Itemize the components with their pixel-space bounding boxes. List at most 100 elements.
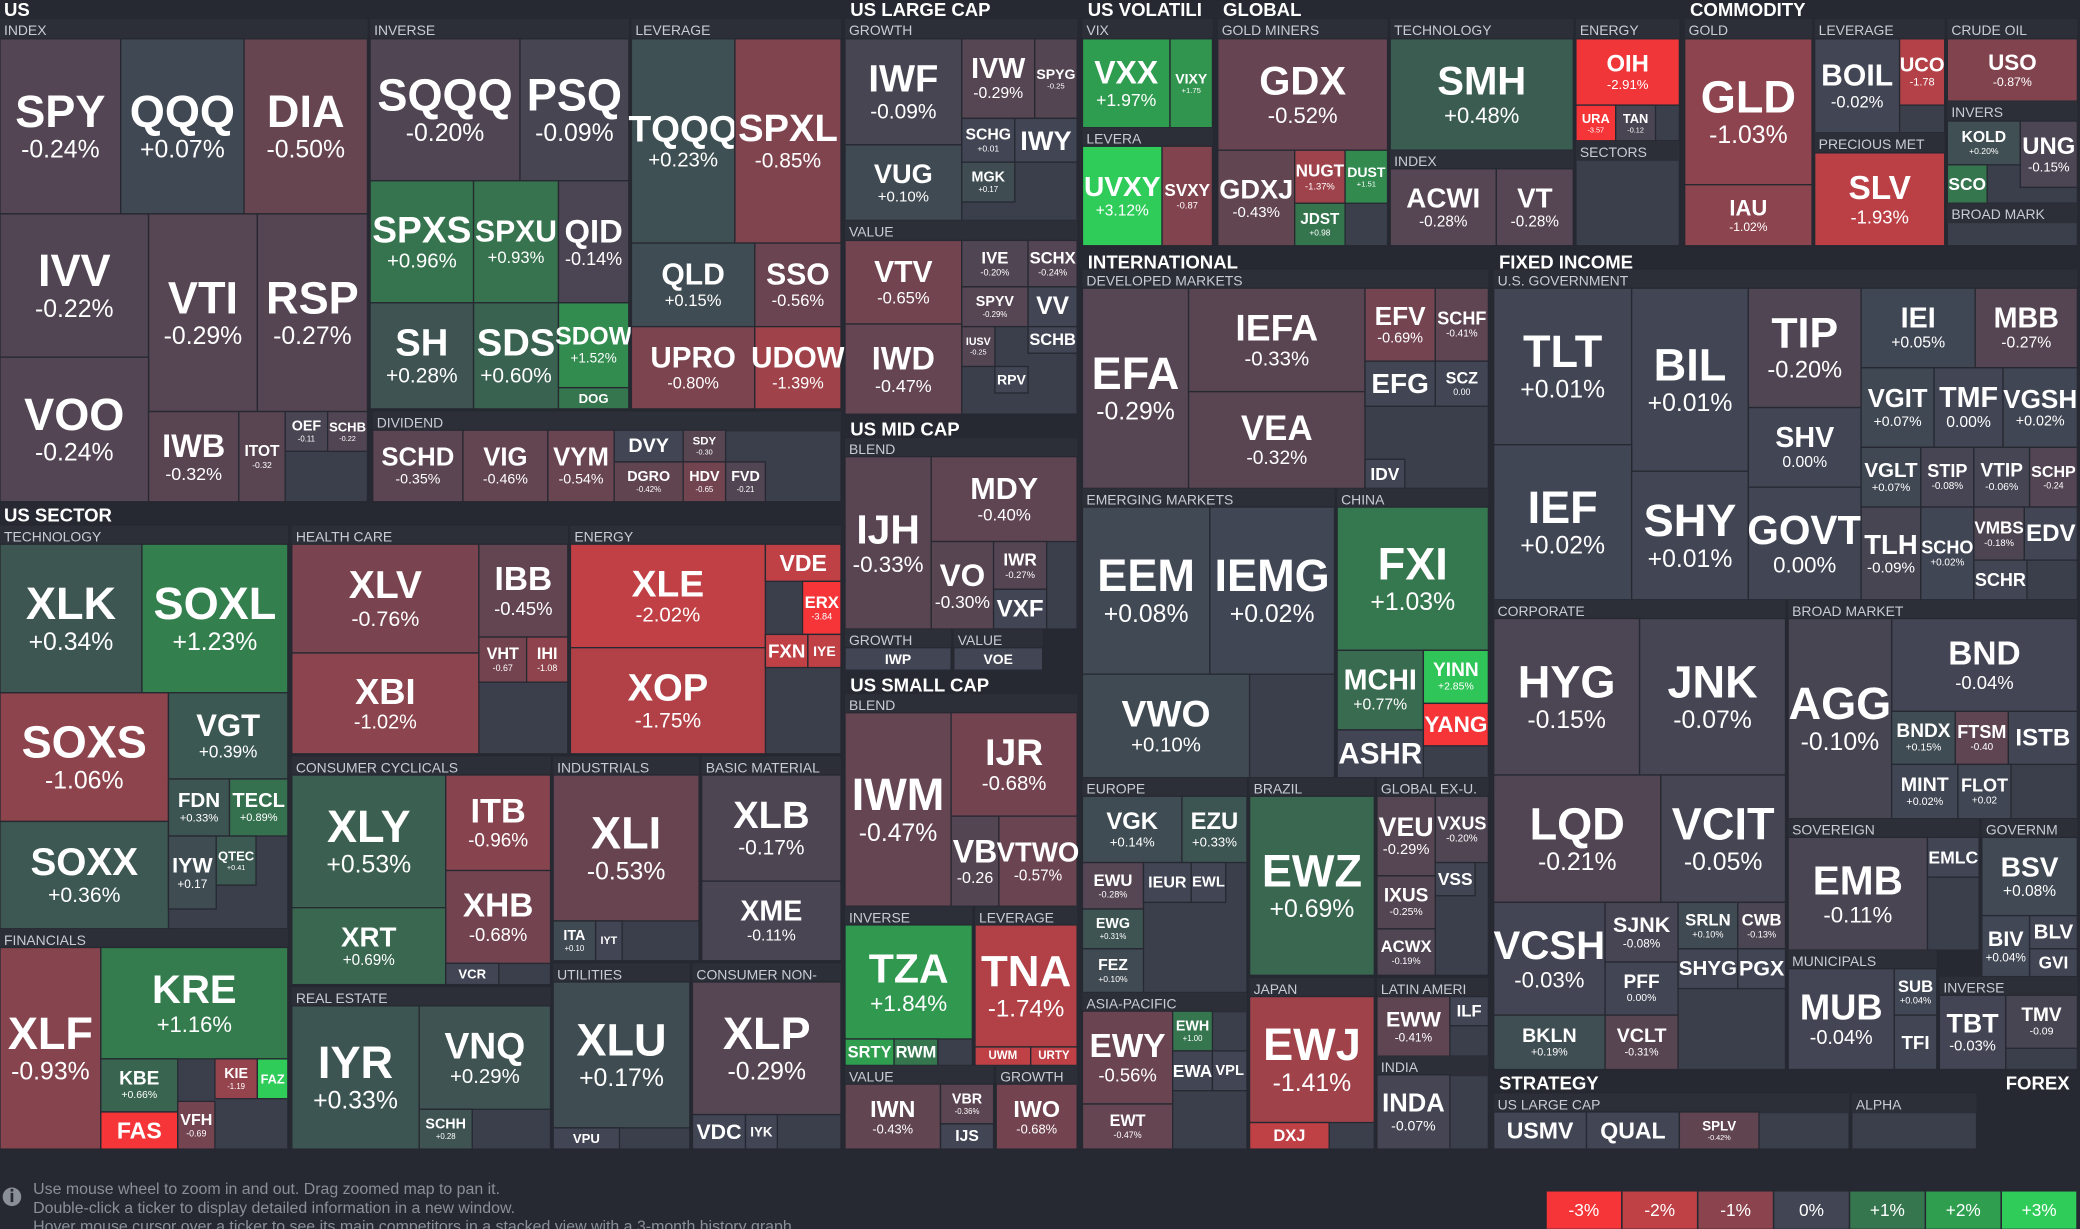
ticker-tile[interactable] [472,302,560,410]
ticker-tile[interactable] [961,325,996,368]
ticker-tile[interactable] [1081,38,1171,129]
ticker-tile[interactable] [2028,914,2079,950]
ticker-tile[interactable] [1364,360,1436,407]
ticker-tile[interactable] [120,38,245,215]
ticker-tile[interactable] [630,325,756,410]
ticker-tile[interactable] [552,774,700,922]
ticker-tile[interactable] [1860,446,1922,508]
ticker-tile[interactable] [844,1083,942,1150]
ticker-tile[interactable] [569,647,767,755]
ticker-tile[interactable] [1190,861,1227,904]
ticker-tile[interactable] [1684,184,1813,247]
ticker-tile[interactable] [2007,710,2079,766]
ticker-tile[interactable] [0,946,102,1150]
ticker-tile[interactable] [1389,168,1497,247]
ticker-tile[interactable] [939,1123,995,1150]
ticker-tile[interactable] [1187,390,1366,490]
ticker-tile[interactable] [754,325,842,410]
ticker-tile[interactable] [1893,968,1938,1016]
ticker-tile[interactable] [844,647,952,671]
ticker-tile[interactable] [1747,406,1862,488]
ticker-tile[interactable] [100,1058,179,1113]
ticker-tile[interactable] [1973,506,2025,561]
ticker-tile[interactable] [682,461,727,503]
ticker-tile[interactable] [1376,928,1436,976]
ticker-tile[interactable] [691,1113,747,1150]
ticker-tile[interactable] [1434,861,1476,897]
ticker-tile[interactable] [1376,875,1436,930]
ticker-tile[interactable] [1434,795,1490,864]
ticker-tile[interactable] [1336,506,1490,651]
ticker-tile[interactable] [100,946,289,1060]
ticker-tile[interactable] [569,543,767,649]
ticker-tile[interactable] [995,1083,1078,1150]
ticker-tile[interactable] [478,543,569,638]
ticker-tile[interactable] [228,778,289,837]
ticker-tile[interactable] [1014,117,1078,163]
ticker-tile[interactable] [1209,506,1336,675]
ticker-tile[interactable] [1376,795,1436,877]
ticker-tile[interactable] [0,356,150,503]
ticker-tile[interactable] [1946,38,2079,102]
ticker-tile[interactable] [1171,1010,1214,1052]
ticker-tile[interactable] [1493,1014,1606,1071]
ticker-tile[interactable] [1434,360,1490,407]
ticker-tile[interactable] [961,286,1029,328]
ticker-tile[interactable] [1973,559,2028,601]
ticker-tile[interactable] [754,242,842,328]
ticker-tile[interactable] [1364,458,1406,490]
ticker-tile[interactable] [243,38,369,215]
ticker-tile[interactable] [0,543,143,694]
ticker-tile[interactable] [1737,948,1787,990]
ticker-tile[interactable] [1248,995,1375,1124]
ticker-tile[interactable] [369,38,521,182]
ticker-tile[interactable] [734,38,842,244]
ticker-tile[interactable] [724,461,767,503]
ticker-tile[interactable] [418,1108,473,1150]
ticker-tile[interactable] [1957,763,2012,820]
ticker-tile[interactable] [1814,38,1901,134]
ticker-tile[interactable] [930,455,1078,543]
ticker-tile[interactable] [1449,995,1490,1027]
ticker-tile[interactable] [557,302,630,389]
ticker-tile[interactable] [1217,38,1389,151]
ticker-tile[interactable] [256,213,369,413]
ticker-tile[interactable] [418,1005,552,1110]
ticker-tile[interactable] [1787,617,1893,820]
ticker-tile[interactable] [961,38,1036,120]
ticker-tile[interactable] [1027,239,1078,288]
ticker-tile[interactable] [472,180,560,304]
ticker-tile[interactable] [950,712,1078,817]
ticker-tile[interactable] [1336,729,1425,779]
ticker-tile[interactable] [1585,1111,1681,1150]
ticker-tile[interactable] [2023,506,2079,561]
ticker-tile[interactable] [1677,901,1739,950]
ticker-tile[interactable] [1604,901,1679,963]
ticker-tile[interactable] [1493,617,1641,776]
ticker-tile[interactable] [1974,287,2079,369]
ticker-tile[interactable] [1493,444,1633,601]
ticker-tile[interactable] [807,633,842,669]
ticker-tile[interactable] [1211,1050,1248,1092]
ticker-tile[interactable] [1973,446,2031,508]
ticker-tile[interactable] [844,323,963,415]
ticker-tile[interactable] [844,144,963,222]
ticker-tile[interactable] [1493,1111,1588,1150]
ticker-tile[interactable] [1684,38,1813,186]
ticker-tile[interactable] [547,429,615,503]
ticker-tile[interactable] [630,38,736,244]
ticker-tile[interactable] [1814,152,1946,247]
ticker-tile[interactable] [1660,774,1787,904]
ticker-tile[interactable] [691,981,842,1116]
ticker-tile[interactable] [998,815,1078,907]
ticker-tile[interactable] [284,410,329,452]
ticker-tile[interactable] [1364,287,1436,362]
ticker-tile[interactable] [974,924,1078,1048]
ticker-tile[interactable] [1248,795,1375,976]
ticker-tile[interactable] [1081,673,1251,779]
ticker-tile[interactable] [1893,1014,1938,1071]
ticker-tile[interactable] [1081,908,1145,950]
ticker-tile[interactable] [2019,120,2079,189]
ticker-tile[interactable] [1187,287,1366,393]
ticker-tile[interactable] [369,302,475,410]
